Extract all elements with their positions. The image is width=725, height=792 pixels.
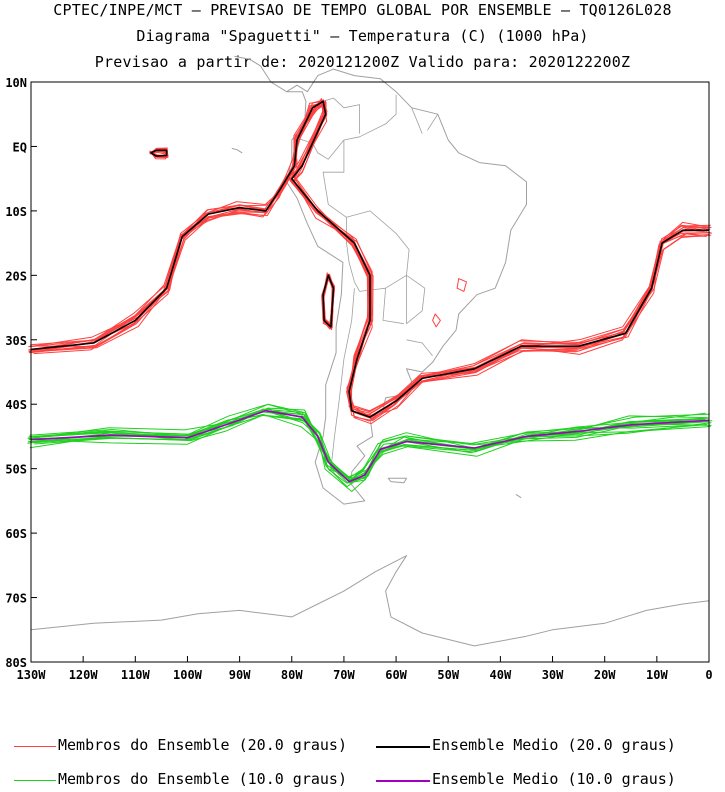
member-20-6 <box>32 98 708 416</box>
legend-mean-10: Ensemble Medio (10.0 graus) <box>432 770 676 788</box>
lon-tick-label-2: 110W <box>121 668 151 682</box>
lon-tick-label-6: 70W <box>333 668 355 682</box>
coastline-antarctica <box>30 555 710 647</box>
coastlines <box>30 55 710 647</box>
border-9 <box>322 97 360 134</box>
member-20-3 <box>29 100 707 419</box>
border-0 <box>346 210 410 292</box>
member-10-10 <box>32 409 712 483</box>
lon-tick-label-7: 60W <box>385 668 407 682</box>
member-20-9 <box>28 100 712 422</box>
legend-swatch-members-20 <box>14 746 56 747</box>
lat-tick-label-6: 50S <box>5 463 27 477</box>
member-20-island-1-13 <box>323 273 335 330</box>
member-20-7 <box>30 100 712 420</box>
lat-tick-label-7: 60S <box>5 527 27 541</box>
border-1 <box>322 113 397 218</box>
ensemble-mean-20-island-1 <box>322 274 335 328</box>
legend-swatch-members-10 <box>14 780 56 781</box>
title-line-2: Diagrama "Spaguetti" — Temperatura (C) (… <box>136 27 589 45</box>
lon-tick-label-5: 80W <box>281 668 303 682</box>
ensemble-members-20 <box>28 98 712 425</box>
border-8 <box>427 113 439 131</box>
border-3 <box>406 339 433 357</box>
lon-tick-label-10: 30W <box>542 668 564 682</box>
member-20-island-0-9 <box>149 150 166 160</box>
title-line-3: Previsao a partir de: 2020121200Z Valido… <box>94 53 631 71</box>
border-5 <box>296 137 345 160</box>
lat-tick-label-5: 40S <box>5 398 27 412</box>
member-20-0 <box>28 100 711 417</box>
legend-swatch-mean-10 <box>376 780 430 782</box>
lat-tick-label-9: 80S <box>5 656 27 670</box>
ensemble-mean-10 <box>30 409 710 483</box>
coastline-central-america <box>234 55 287 93</box>
lon-tick-label-9: 40W <box>490 668 512 682</box>
member-20-13 <box>28 102 708 412</box>
member-20-10 <box>32 99 710 419</box>
border-10 <box>382 288 404 325</box>
lon-tick-label-11: 20W <box>594 668 616 682</box>
lat-tick-label-4: 30S <box>5 334 27 348</box>
member-20-11 <box>29 101 711 418</box>
member-20-12 <box>28 104 709 422</box>
lon-tick-label-13: 0 <box>705 668 712 682</box>
ensemble-means <box>30 100 710 483</box>
south-georgia <box>515 493 522 499</box>
lat-tick-label-2: 10S <box>5 205 27 219</box>
lon-tick-label-3: 100W <box>173 668 203 682</box>
lat-tick-label-8: 70S <box>5 592 27 606</box>
lon-tick-label-4: 90W <box>229 668 251 682</box>
member-20-2 <box>29 104 711 414</box>
map-frame <box>30 81 710 663</box>
legend-members-10: Membros do Ensemble (10.0 graus) <box>58 770 347 788</box>
member-20-1 <box>33 101 712 416</box>
member-20-5 <box>29 102 709 417</box>
legend-swatch-mean-20 <box>376 746 430 748</box>
lat-tick-label-0: 10N <box>5 76 27 90</box>
member-20-8 <box>30 99 707 425</box>
falkland-islands <box>387 477 407 484</box>
lat-tick-label-3: 20S <box>5 269 27 283</box>
member-10-5 <box>28 407 710 484</box>
lon-tick-label-12: 10W <box>646 668 668 682</box>
member-20-4 <box>32 103 710 412</box>
lon-tick-label-1: 120W <box>69 668 99 682</box>
ensemble-mean-20 <box>30 100 709 418</box>
border-7 <box>411 107 423 134</box>
ensemble-mean-20-island-0 <box>150 149 168 157</box>
legend-mean-20: Ensemble Medio (20.0 graus) <box>432 736 676 754</box>
title-line-1: CPTEC/INPE/MCT — PREVISAO DE TEMPO GLOBA… <box>53 1 672 19</box>
legend-members-20: Membros do Ensemble (20.0 graus) <box>58 736 347 754</box>
member-20-loop-a <box>456 278 467 292</box>
border-4 <box>330 288 355 486</box>
lat-tick-label-1: EQ <box>13 140 27 154</box>
border-2 <box>406 274 426 325</box>
galapagos <box>231 147 243 154</box>
lon-tick-label-0: 130W <box>17 668 47 682</box>
member-20-loop-b <box>432 313 441 328</box>
lon-tick-label-8: 50W <box>437 668 459 682</box>
